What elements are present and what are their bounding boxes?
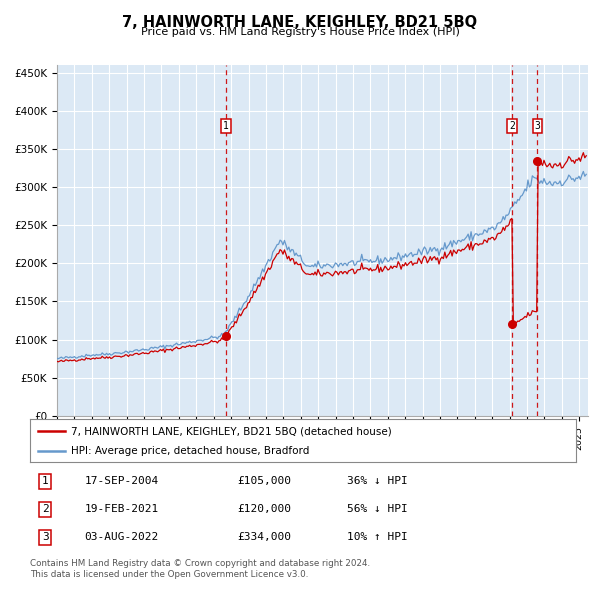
Text: 19-FEB-2021: 19-FEB-2021: [85, 504, 159, 514]
Text: £334,000: £334,000: [238, 532, 292, 542]
Text: 1: 1: [42, 476, 49, 486]
Text: 7, HAINWORTH LANE, KEIGHLEY, BD21 5BQ (detached house): 7, HAINWORTH LANE, KEIGHLEY, BD21 5BQ (d…: [71, 427, 392, 437]
Text: Contains HM Land Registry data © Crown copyright and database right 2024.
This d: Contains HM Land Registry data © Crown c…: [30, 559, 370, 579]
Text: 56% ↓ HPI: 56% ↓ HPI: [347, 504, 407, 514]
Text: Price paid vs. HM Land Registry's House Price Index (HPI): Price paid vs. HM Land Registry's House …: [140, 27, 460, 37]
Text: 3: 3: [42, 532, 49, 542]
Text: £105,000: £105,000: [238, 476, 292, 486]
Text: HPI: Average price, detached house, Bradford: HPI: Average price, detached house, Brad…: [71, 445, 310, 455]
Text: 36% ↓ HPI: 36% ↓ HPI: [347, 476, 407, 486]
Text: 03-AUG-2022: 03-AUG-2022: [85, 532, 159, 542]
Text: 1: 1: [223, 121, 229, 131]
Text: 2: 2: [509, 121, 515, 131]
Text: 17-SEP-2004: 17-SEP-2004: [85, 476, 159, 486]
Text: 3: 3: [535, 121, 540, 131]
Text: 10% ↑ HPI: 10% ↑ HPI: [347, 532, 407, 542]
Text: 2: 2: [42, 504, 49, 514]
Text: £120,000: £120,000: [238, 504, 292, 514]
Text: 7, HAINWORTH LANE, KEIGHLEY, BD21 5BQ: 7, HAINWORTH LANE, KEIGHLEY, BD21 5BQ: [122, 15, 478, 30]
